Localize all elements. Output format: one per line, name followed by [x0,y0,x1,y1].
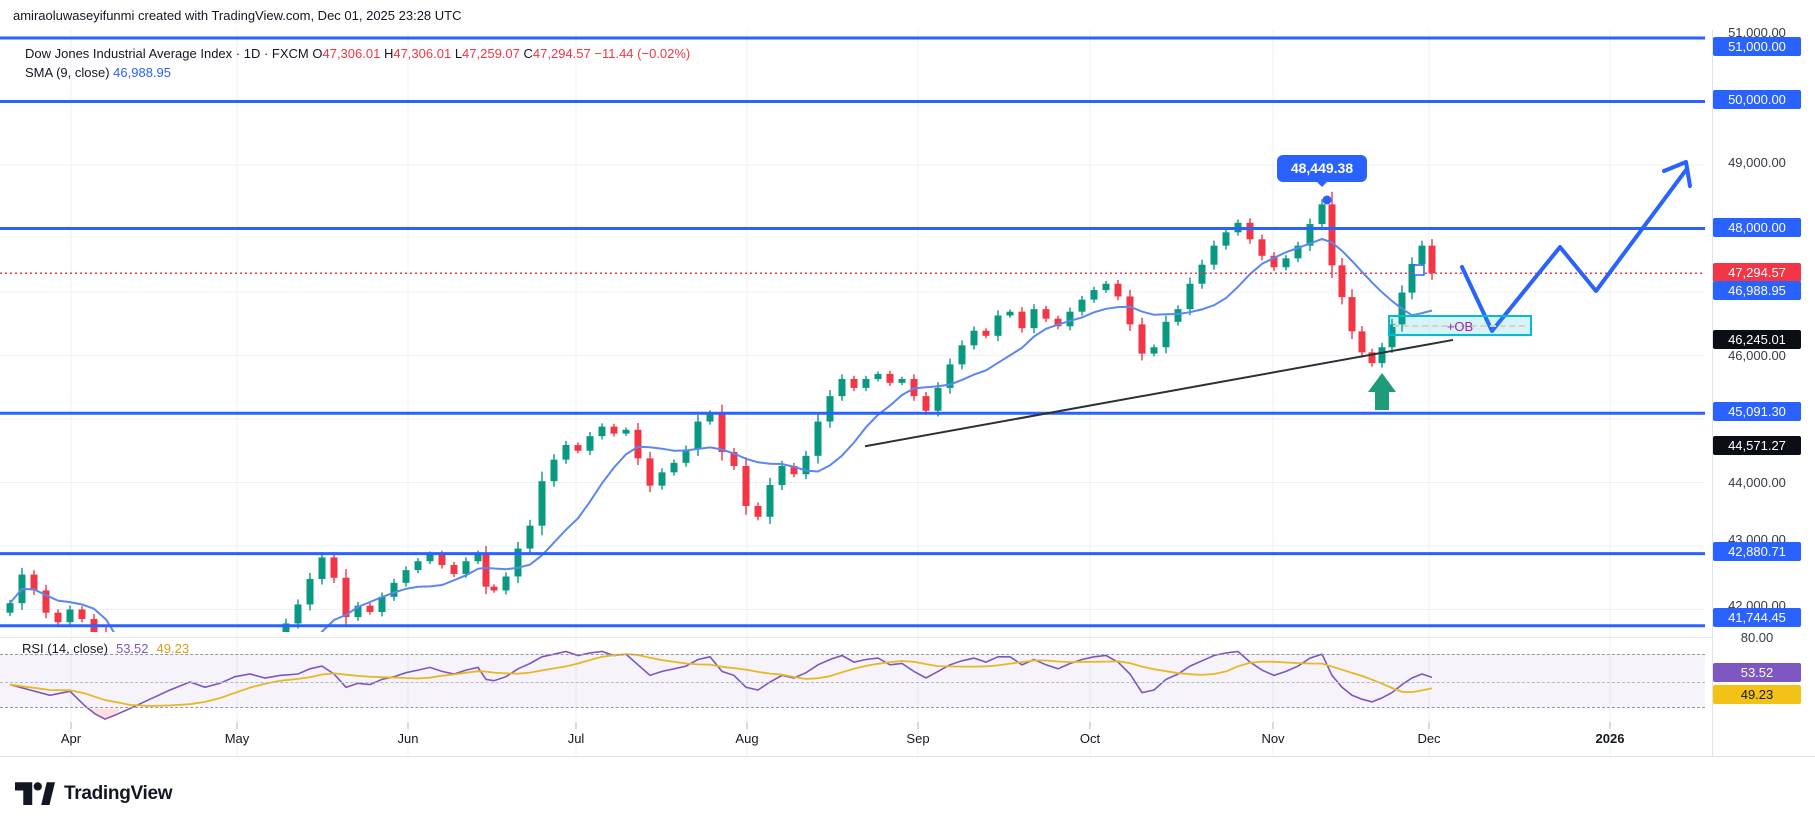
rsi-middle-band-line [0,682,1705,683]
order-block-midline [1393,325,1525,327]
symbol-legend[interactable]: Dow Jones Industrial Average Index · 1D … [25,46,690,61]
price-level-badge: 42,880.71 [1713,542,1801,561]
time-axis-label[interactable]: May [224,731,250,746]
ohlc-low: L47,259.07 [454,46,520,61]
peak-dot[interactable] [1322,195,1332,205]
price-axis-label: 44,000.00 [1728,475,1786,490]
sma-line [9,237,1433,632]
projection-arrow[interactable] [1460,168,1688,333]
time-axis-label[interactable]: Apr [60,731,82,746]
rsi-line [9,650,1433,720]
sma-label: SMA (9, close) [25,65,110,80]
time-axis-label[interactable]: 2026 [1595,731,1625,746]
rsi-signal-value: 49.23 [156,641,190,656]
symbol-interval-exchange[interactable]: · 1D · FXCM [232,46,309,61]
attribution-text: amiraoluwaseyifunmi created with Trading… [13,8,462,23]
price-level-badge: 41,744.45 [1713,608,1801,627]
price-axis-label: 46,000.00 [1728,348,1786,363]
price-axis-label: 80.00 [1740,630,1774,645]
price-axis-border [1712,30,1713,756]
rsi-upper-band-line [0,654,1705,655]
order-block-box[interactable]: +OB [1388,315,1532,336]
time-axis-label[interactable]: Jul [567,731,585,746]
candlestick-series [6,191,1436,632]
tradingview-wordmark: TradingView [64,783,173,804]
price-level-badge: 46,245.01 [1713,330,1801,349]
price-level-badge: 53.52 [1713,663,1801,682]
rsi-main-value: 53.52 [115,641,149,656]
tradingview-logo[interactable]: TradingView [15,782,173,806]
sma-legend[interactable]: SMA (9, close) 46,988.95 [25,65,171,80]
projection-arrowhead [1662,160,1692,188]
up-arrow-marker[interactable] [1368,373,1396,410]
peak-price-callout[interactable]: 48,449.38 [1277,155,1367,187]
price-level-badge: 50,000.00 [1713,90,1801,109]
price-level-badge: 48,000.00 [1713,218,1801,237]
rsi-legend-label: RSI (14, close) [22,641,108,656]
rsi-lower-band-line [0,707,1705,708]
price-level-badge: 44,571.27 [1713,436,1801,455]
time-axis-border [0,756,1815,757]
time-axis-label[interactable]: Jun [397,731,419,746]
price-level-badge: 49.23 [1713,685,1801,704]
rsi-signal-line [9,653,1433,707]
time-axis-label[interactable]: Nov [1261,731,1285,746]
price-level-badge: 46,988.95 [1713,281,1801,300]
ohlc-high: H47,306.01 [383,46,452,61]
rsi-oversold-fill [89,708,121,720]
price-level-badge: 47,294.57 [1713,263,1801,282]
time-axis-label[interactable]: Oct [1079,731,1101,746]
ohlc-open: O47,306.01 [312,46,381,61]
price-axis-label: 51,000.00 [1728,25,1786,40]
trendline[interactable] [864,338,1454,448]
time-axis-label[interactable]: Sep [906,731,930,746]
order-block-label: +OB [1446,319,1474,334]
time-axis-label[interactable]: Dec [1417,731,1441,746]
rsi-legend[interactable]: RSI (14, close) 53.52 49.23 [22,641,189,656]
sma-value: 46,988.95 [113,65,171,80]
price-level-badge: 45,091.30 [1713,402,1801,421]
rsi-band-fill [0,654,1705,707]
price-axis-label: 49,000.00 [1728,155,1786,170]
symbol-name[interactable]: Dow Jones Industrial Average Index [25,46,233,61]
price-level-badge: 51,000.00 [1713,37,1801,56]
ohlc-close: C47,294.57 [523,46,591,61]
change-value: −11.44 (−0.02%) [594,46,691,61]
tradingview-logo-icon [15,782,55,806]
pane-divider[interactable] [0,637,1712,638]
drawing-anchor-handle[interactable] [1413,264,1425,276]
time-axis-label[interactable]: Aug [735,731,759,746]
